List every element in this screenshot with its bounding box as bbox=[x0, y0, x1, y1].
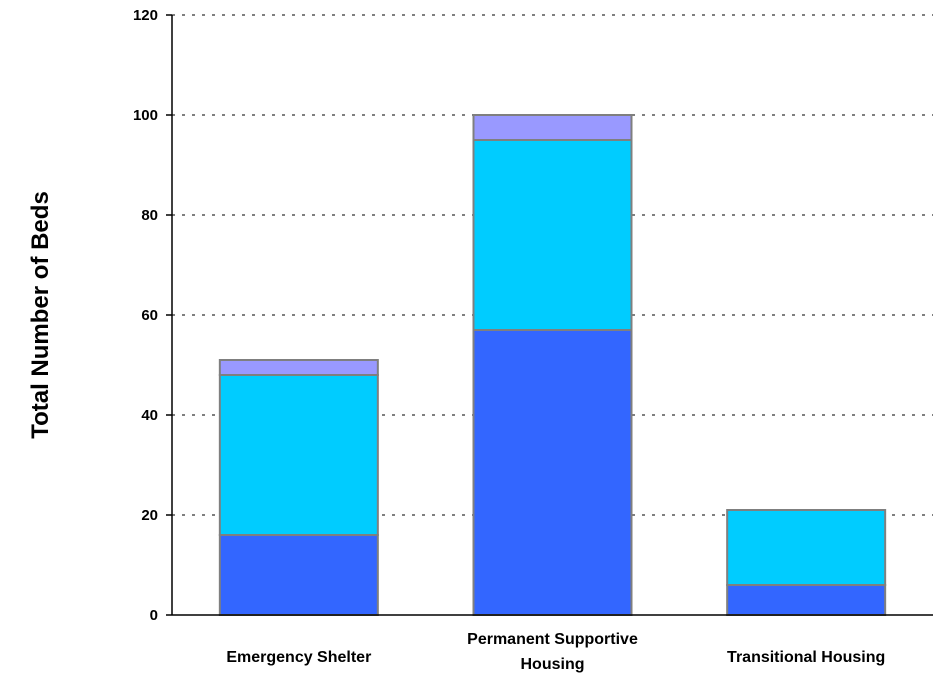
axes bbox=[171, 15, 933, 616]
y-tick-label: 40 bbox=[141, 407, 158, 424]
y-tick-label: 100 bbox=[133, 107, 158, 124]
y-tick-label: 120 bbox=[133, 7, 158, 24]
category-labels: Emergency Shelter Permanent Supportive Hou… bbox=[226, 631, 885, 673]
bar-segment bbox=[472, 139, 633, 331]
y-tick-label: 0 bbox=[150, 607, 158, 624]
bar-segment bbox=[218, 534, 379, 616]
bar-segment bbox=[218, 374, 379, 536]
y-tick-label: 80 bbox=[141, 207, 158, 224]
category-label: Transitional Housing bbox=[727, 649, 885, 666]
y-tick-label: 60 bbox=[141, 307, 158, 324]
category-label: Permanent Supportive Housing bbox=[467, 631, 638, 673]
bar-segment bbox=[472, 329, 633, 616]
y-tick-labels: 0 20 40 60 80 100 120 bbox=[133, 7, 158, 624]
bar-segment bbox=[726, 584, 887, 616]
category-label: Emergency Shelter bbox=[226, 649, 371, 666]
bar-segment bbox=[218, 359, 379, 376]
y-tick-label: 20 bbox=[141, 507, 158, 524]
y-axis-label: Total Number of Beds bbox=[27, 191, 54, 439]
bar-segment bbox=[472, 114, 633, 141]
bars bbox=[218, 114, 887, 616]
bar-segment bbox=[726, 509, 887, 586]
